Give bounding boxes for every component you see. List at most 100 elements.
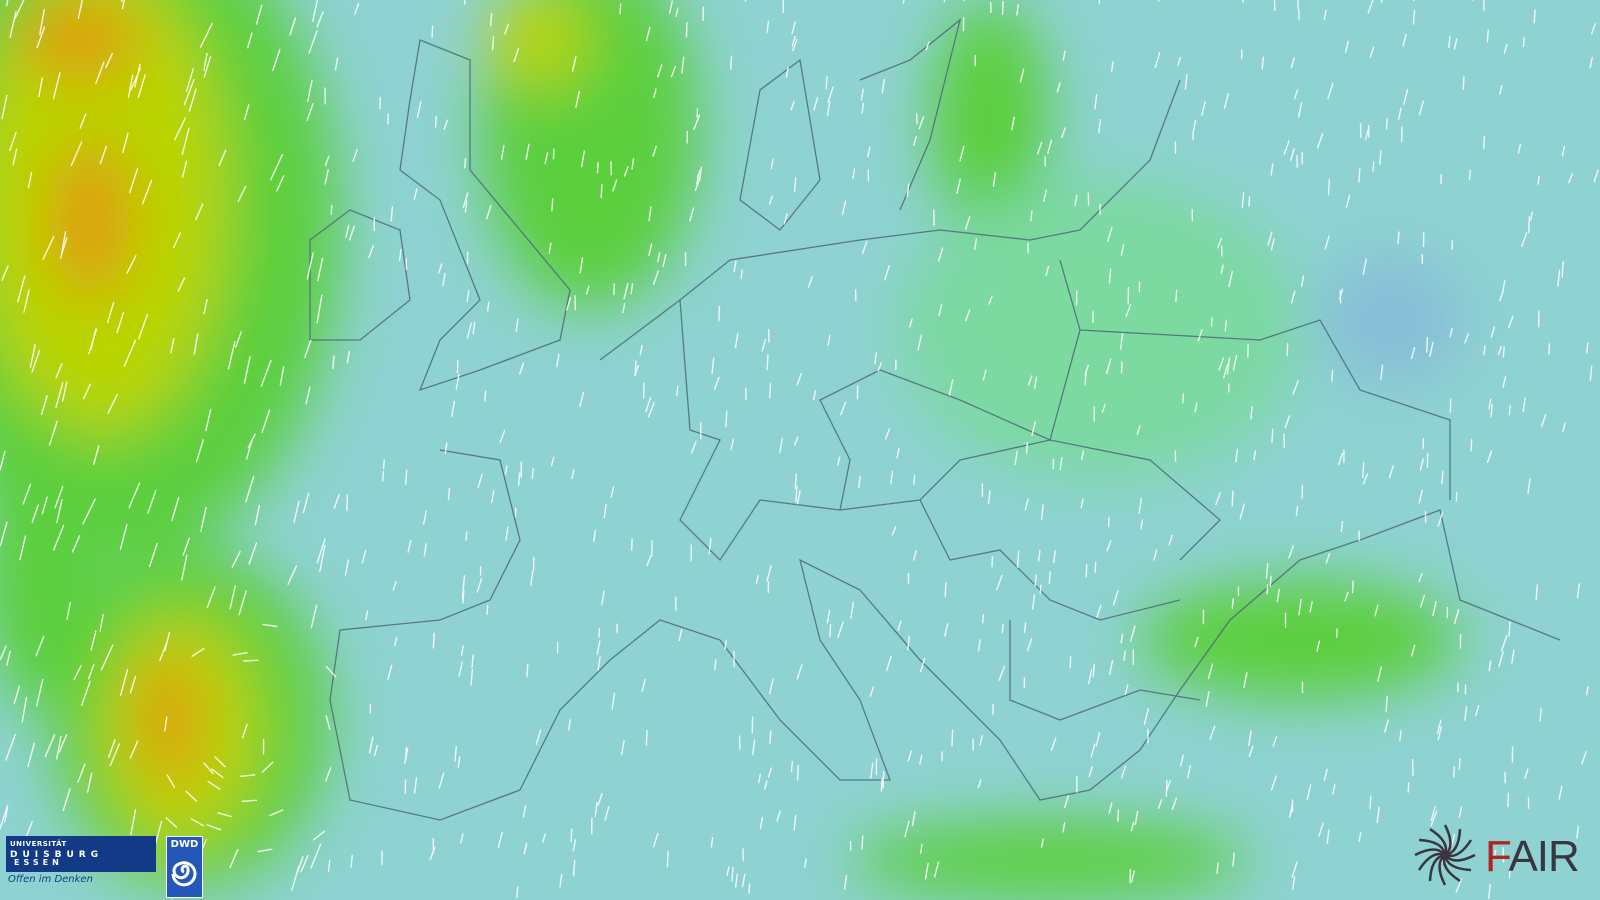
wind-streak bbox=[525, 143, 530, 160]
wind-streak bbox=[1120, 765, 1127, 779]
wind-streak bbox=[9, 131, 17, 152]
wind-streak bbox=[61, 381, 68, 402]
wind-streak bbox=[1398, 107, 1402, 120]
wind-streak bbox=[793, 177, 797, 192]
wind-streak bbox=[1175, 289, 1178, 303]
wind-streak bbox=[1298, 598, 1302, 616]
wind-streak bbox=[1288, 807, 1293, 819]
wind-streak bbox=[1034, 376, 1038, 389]
wind-streak bbox=[174, 117, 187, 141]
wind-streak bbox=[48, 420, 58, 446]
wind-streak bbox=[1241, 192, 1245, 209]
wind-streak bbox=[60, 231, 67, 259]
wind-streak bbox=[464, 157, 467, 169]
wind-streak bbox=[1488, 398, 1492, 410]
wind-streak bbox=[327, 859, 331, 873]
wind-streak bbox=[1120, 633, 1124, 644]
wind-streak bbox=[1271, 428, 1274, 444]
wind-streak bbox=[56, 735, 62, 760]
wind-streak bbox=[791, 35, 796, 47]
wind-streak bbox=[484, 390, 487, 402]
wind-streak bbox=[109, 743, 120, 767]
wind-streak bbox=[365, 609, 369, 621]
wind-streak bbox=[121, 0, 125, 10]
wind-streak bbox=[62, 788, 71, 812]
wind-streak bbox=[1014, 450, 1018, 466]
wind-streak bbox=[177, 277, 186, 292]
wind-streak bbox=[919, 657, 926, 673]
wind-streak bbox=[877, 362, 882, 372]
wind-streak bbox=[227, 341, 236, 370]
wind-streak bbox=[1425, 336, 1429, 353]
wind-streak bbox=[42, 236, 55, 260]
wind-streak bbox=[1581, 751, 1587, 765]
wind-streak bbox=[1095, 732, 1101, 747]
wind-streak bbox=[977, 779, 982, 789]
wind-streak bbox=[346, 350, 351, 364]
wind-streak bbox=[35, 678, 44, 707]
wind-streak bbox=[108, 739, 116, 758]
wind-streak bbox=[248, 542, 258, 565]
wind-streak bbox=[1101, 403, 1106, 413]
wind-streak bbox=[1217, 237, 1223, 249]
wind-streak bbox=[116, 311, 125, 334]
wind-streak bbox=[460, 645, 464, 656]
wind-streak bbox=[188, 88, 197, 112]
fair-air: AIR bbox=[1508, 832, 1579, 881]
fair-logo: FAIR bbox=[1410, 820, 1600, 890]
wind-streak bbox=[138, 313, 149, 340]
wind-streak bbox=[882, 771, 885, 789]
wind-streak bbox=[1490, 325, 1496, 339]
wind-streak bbox=[0, 804, 9, 830]
wind-streak bbox=[79, 113, 87, 129]
wind-streak bbox=[515, 318, 519, 332]
wind-streak bbox=[1110, 61, 1114, 72]
wind-streak bbox=[812, 390, 817, 401]
wind-streak bbox=[13, 685, 21, 705]
wind-streak bbox=[761, 338, 767, 352]
wind-streak bbox=[1586, 685, 1589, 696]
wind-streak bbox=[1437, 726, 1442, 741]
wind-streak bbox=[1540, 841, 1546, 857]
wind-streak bbox=[924, 862, 929, 880]
wind-streak bbox=[1019, 68, 1025, 83]
wind-streak bbox=[1194, 636, 1199, 648]
wind-streak bbox=[768, 382, 772, 399]
wind-streak bbox=[652, 832, 659, 848]
wind-streak bbox=[766, 565, 772, 582]
wind-streak bbox=[1430, 810, 1438, 827]
wind-streak bbox=[462, 588, 465, 604]
wind-streak bbox=[1001, 0, 1004, 16]
wind-streak bbox=[681, 56, 685, 74]
wind-streak bbox=[6, 650, 11, 666]
wind-streak bbox=[200, 506, 207, 532]
wind-streak bbox=[631, 158, 635, 170]
fair-f: F bbox=[1485, 832, 1509, 881]
wind-streak bbox=[476, 577, 483, 593]
wind-streak bbox=[193, 333, 199, 355]
wind-streak bbox=[973, 238, 978, 250]
wind-streak bbox=[734, 332, 739, 349]
wind-streak bbox=[1092, 663, 1095, 678]
wind-streak bbox=[1119, 332, 1124, 350]
wind-streak bbox=[1253, 450, 1257, 461]
wind-streak bbox=[0, 521, 8, 547]
wind-streak bbox=[1493, 849, 1497, 859]
wind-streak bbox=[1432, 601, 1437, 616]
wind-streak bbox=[1042, 189, 1048, 203]
wind-streak bbox=[925, 41, 930, 51]
wind-streak bbox=[413, 188, 418, 200]
wind-streak bbox=[909, 318, 913, 328]
wind-streak bbox=[1193, 119, 1197, 131]
wind-streak bbox=[165, 817, 178, 828]
wind-streak bbox=[477, 473, 483, 489]
wind-streak bbox=[293, 500, 300, 524]
wind-streak bbox=[897, 620, 902, 631]
wind-streak bbox=[767, 767, 772, 778]
wind-streak bbox=[1464, 333, 1469, 344]
wind-streak bbox=[1453, 38, 1458, 51]
wind-streak bbox=[1047, 139, 1053, 154]
wind-streak bbox=[1377, 666, 1383, 682]
wind-streak bbox=[58, 734, 68, 753]
